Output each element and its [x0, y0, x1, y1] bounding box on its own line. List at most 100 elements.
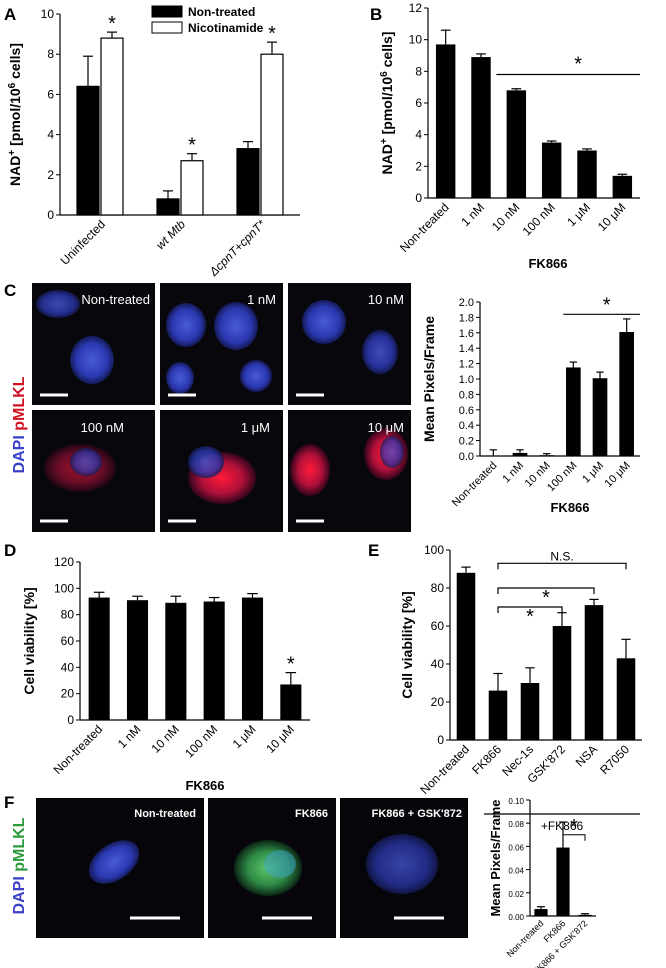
x-tick-label: Non-treated [505, 918, 546, 959]
bar [577, 150, 597, 198]
significance-marker: * [268, 23, 276, 45]
y-tick-label: 0.04 [508, 867, 524, 876]
micrograph-label-c2: 1 nM [247, 292, 276, 307]
bar [566, 367, 581, 456]
nucleus [166, 303, 206, 347]
bar [612, 175, 633, 198]
significance-marker: * [574, 54, 582, 76]
y-tick-label: 20 [61, 687, 75, 701]
svg-text:DAPI pMLKL: DAPI pMLKL [11, 817, 28, 914]
significance-marker: * [287, 654, 295, 676]
bar [539, 455, 554, 456]
y-axis-label: NAD+ [pmol/106 cells] [7, 43, 24, 186]
y-axis-label: Mean Pixels/Frame [421, 316, 437, 442]
bar [203, 601, 225, 720]
y-tick-label: 1.0 [459, 374, 474, 386]
y-tick-label: 2 [47, 168, 54, 182]
y-tick-label: 4 [415, 128, 422, 142]
bar [616, 658, 636, 740]
x-axis-label: +FK866 [541, 819, 584, 833]
micrograph-label-c1: Non-treated [81, 292, 150, 307]
nucleus [302, 300, 346, 344]
y-tick-label: 6 [47, 87, 54, 101]
y-tick-label: 10 [41, 7, 55, 21]
y-tick-label: 0.0 [459, 451, 474, 463]
stain-label-pmlkl-f: pMLKL [11, 817, 28, 871]
significance-marker: N.S. [550, 549, 573, 563]
micrograph-label-f3: FK866 + GSK'872 [372, 808, 462, 820]
x-axis-label: FK866 [550, 500, 589, 515]
y-tick-label: 2 [415, 159, 422, 173]
nucleus [380, 436, 404, 468]
x-tick-label: NSA [573, 742, 600, 769]
x-tick-label: Uninfected [58, 217, 108, 267]
y-tick-label: 4 [47, 128, 54, 142]
y-tick-label: 0 [437, 733, 444, 747]
y-tick-label: 0.06 [508, 843, 524, 852]
bar [236, 148, 260, 216]
bar [156, 198, 180, 216]
bar [260, 53, 284, 216]
y-tick-label: 80 [61, 608, 75, 622]
micrograph-row-f: DAPI pMLKL Non-treated FK866 FK866 + GSK… [11, 798, 468, 938]
y-tick-label: 0.02 [508, 890, 524, 899]
stain-label-pmlkl-c: pMLKL [11, 376, 28, 430]
x-axis-label: FK866 [528, 256, 567, 271]
y-tick-label: 0.6 [459, 405, 474, 417]
x-tick-label: 100 nM [545, 460, 579, 494]
y-tick-label: 6 [415, 96, 422, 110]
bar [76, 85, 100, 216]
legend-label: Nicotinamide [188, 21, 264, 35]
nucleus [88, 840, 140, 884]
pmlkl-signal [290, 444, 330, 496]
x-tick-label: Non-treated [450, 460, 500, 510]
significance-marker: * [542, 587, 550, 609]
y-tick-label: 60 [61, 634, 75, 648]
nucleus [70, 448, 102, 476]
significance-marker: * [108, 13, 116, 35]
y-tick-label: 1.4 [459, 343, 474, 355]
bar [100, 37, 124, 216]
significance-bracket [497, 562, 627, 570]
y-tick-label: 100 [54, 581, 74, 595]
x-tick-label: 100 nM [520, 200, 558, 238]
x-tick-label: Non-treated [51, 722, 106, 777]
legend-label: Non-treated [188, 5, 255, 19]
y-tick-label: 0.2 [459, 436, 474, 448]
micrograph-label-f1: Non-treated [134, 808, 196, 820]
x-tick-label: FK866 [469, 742, 504, 777]
y-tick-label: 0 [67, 713, 74, 727]
x-tick-label: 1 μM [230, 722, 259, 751]
bar [619, 332, 634, 456]
bar [435, 44, 456, 198]
nucleus [36, 290, 80, 318]
y-tick-label: 0 [415, 191, 422, 205]
bar [488, 690, 508, 740]
nucleus [70, 336, 114, 384]
chart-c: 0.0 0.2 0.4 0.6 0.8 1.0 1.2 1.4 1.6 1.8 2.0 Non-tre… [421, 294, 640, 515]
bar [486, 456, 501, 457]
bar [165, 602, 187, 720]
significance-bracket [497, 587, 595, 594]
x-tick-label: 1 nM [458, 200, 487, 229]
chart-d: 0 20 40 60 80 100 120 Non-treated 1 nM 10 nM 100 n… [21, 555, 310, 793]
bar [520, 683, 540, 740]
y-tick-label: 0.08 [508, 820, 524, 829]
bar [541, 142, 562, 198]
micrograph-grid-c: DAPI pMLKL Non-treated 1 nM 10 nM 100 nM… [11, 283, 411, 532]
y-tick-label: 0.00 [508, 913, 524, 922]
svg-text:DAPI pMLKL: DAPI pMLKL [11, 376, 28, 473]
bar [180, 160, 204, 216]
bar [456, 572, 476, 740]
y-tick-label: 8 [47, 47, 54, 61]
y-tick-label: 120 [54, 555, 74, 569]
y-axis-label: NAD+ [pmol/106 cells] [379, 32, 396, 175]
chart-a: 0 2 4 6 8 10 NAD+ [pmol/106 cells] * Uninfected *… [7, 5, 300, 280]
y-axis-label: Cell viability [%] [399, 591, 415, 698]
nucleus [264, 850, 296, 878]
y-tick-label: 0 [47, 208, 54, 222]
significance-bracket [562, 834, 586, 841]
bar [126, 600, 149, 720]
y-tick-label: 2.0 [459, 297, 474, 309]
